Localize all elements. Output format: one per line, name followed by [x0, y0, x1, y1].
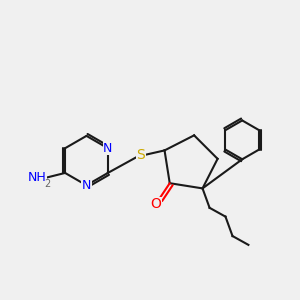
Text: N: N — [103, 142, 112, 155]
Text: N: N — [82, 179, 91, 192]
Text: NH: NH — [28, 171, 46, 184]
Text: S: S — [136, 148, 145, 162]
Text: O: O — [150, 197, 161, 212]
Text: 2: 2 — [44, 178, 51, 188]
